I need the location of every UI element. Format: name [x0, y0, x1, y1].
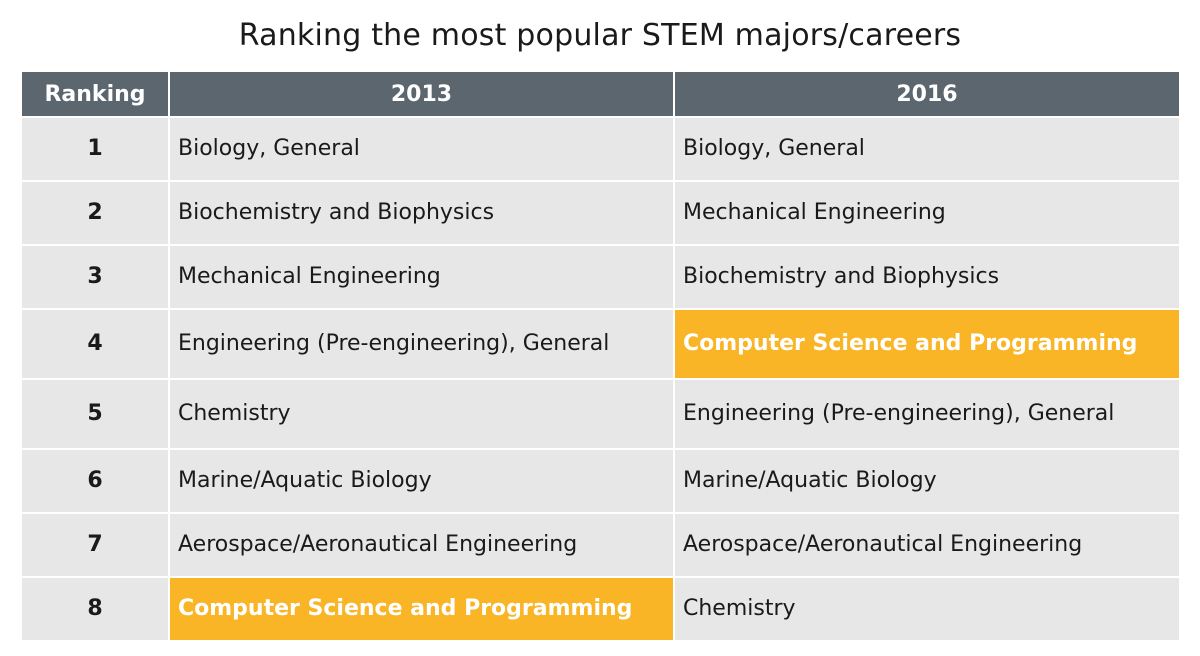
table-header-row: Ranking 2013 2016 [22, 72, 1179, 118]
major-2013-cell: Biochemistry and Biophysics [169, 181, 675, 246]
page-title: Ranking the most popular STEM majors/car… [238, 18, 962, 53]
major-2013-cell: Engineering (Pre-engineering), General [169, 309, 675, 380]
table-row: 7 Aerospace/Aeronautical Engineering Aeros… [22, 513, 1179, 578]
major-2016-cell-highlighted: Computer Science and Programming [674, 309, 1179, 380]
major-2013-cell: Aerospace/Aeronautical Engineering [169, 513, 675, 578]
major-2013-cell: Mechanical Engineering [169, 245, 675, 310]
header-2013: 2013 [169, 72, 675, 118]
table-row: 6 Marine/Aquatic Biology Marine/Aquatic Bi… [22, 449, 1179, 514]
table-row: 2 Biochemistry and Biophysics Mechanical E… [22, 181, 1179, 246]
major-2013-cell: Chemistry [169, 379, 675, 450]
table-row: 4 Engineering (Pre-engineering), General C… [22, 309, 1179, 380]
header-2016: 2016 [674, 72, 1179, 118]
header-ranking: Ranking [22, 72, 170, 118]
major-2016-cell: Biochemistry and Biophysics [674, 245, 1179, 310]
rank-cell: 6 [22, 449, 170, 514]
rank-cell: 4 [22, 309, 170, 380]
rank-cell: 2 [22, 181, 170, 246]
ranking-table: Ranking 2013 2016 1 Biology, General Biolo… [22, 72, 1179, 642]
rank-cell: 1 [22, 117, 170, 182]
major-2016-cell: Engineering (Pre-engineering), General [674, 379, 1179, 450]
major-2016-cell: Chemistry [674, 577, 1179, 642]
rank-cell: 3 [22, 245, 170, 310]
rank-cell: 7 [22, 513, 170, 578]
major-2016-cell: Mechanical Engineering [674, 181, 1179, 246]
table-row: 3 Mechanical Engineering Biochemistry and … [22, 245, 1179, 310]
major-2016-cell: Biology, General [674, 117, 1179, 182]
major-2016-cell: Aerospace/Aeronautical Engineering [674, 513, 1179, 578]
rank-cell: 8 [22, 577, 170, 642]
major-2013-cell-highlighted: Computer Science and Programming [169, 577, 675, 642]
table-row: 1 Biology, General Biology, General [22, 117, 1179, 182]
major-2016-cell: Marine/Aquatic Biology [674, 449, 1179, 514]
table-body: 1 Biology, General Biology, General 2 Bioche… [22, 117, 1179, 642]
major-2013-cell: Marine/Aquatic Biology [169, 449, 675, 514]
table-row: 5 Chemistry Engineering (Pre-engineering),… [22, 379, 1179, 450]
table-row: 8 Computer Science and Programming Chemist… [22, 577, 1179, 642]
rank-cell: 5 [22, 379, 170, 450]
major-2013-cell: Biology, General [169, 117, 675, 182]
